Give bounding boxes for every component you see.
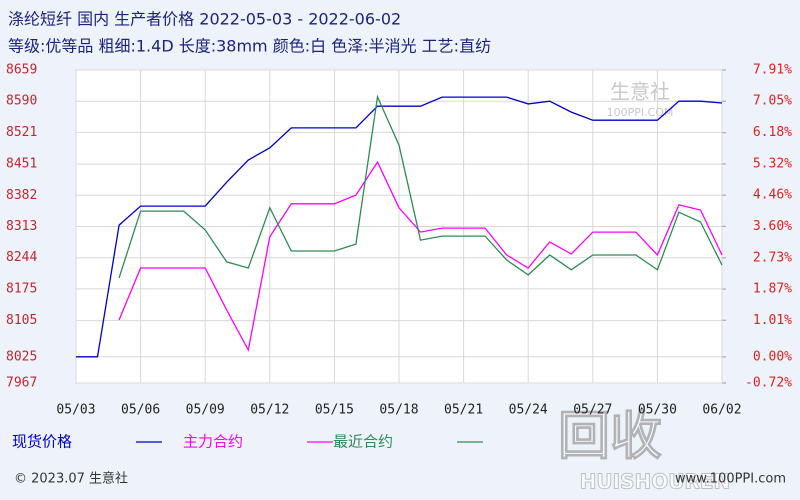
y2-tick-label: 1.01% xyxy=(753,313,792,328)
chart-subtitle: 等级:优等品 粗细:1.4D 长度:38mm 颜色:白 色泽:半消光 工艺:直纺 xyxy=(8,37,491,56)
y2-tick-label: 4.46% xyxy=(753,188,792,203)
watermark: 回收 xyxy=(558,407,662,467)
footer-copyright: © 2023.07 生意社 xyxy=(14,471,128,487)
x-tick-label: 05/12 xyxy=(250,403,289,418)
y-tick-label: 8244 xyxy=(6,250,37,265)
y-tick-label: 8175 xyxy=(6,281,37,296)
x-tick-label: 05/09 xyxy=(186,403,225,418)
chart-title: 涤纶短纤 国内 生产者价格 2022-05-03 - 2022-06-02 xyxy=(8,10,401,29)
series-line xyxy=(118,160,723,352)
y2-tick-label: 1.87% xyxy=(753,282,792,297)
y-tick-label: 8105 xyxy=(6,313,37,328)
y-tick-label: 8659 xyxy=(6,63,37,78)
y2-tick-label: -0.72% xyxy=(745,376,792,391)
watermark: 生意社 xyxy=(610,80,670,104)
y2-tick-label: 3.60% xyxy=(753,219,792,234)
y-tick-label: 8313 xyxy=(6,219,37,234)
y-tick-label: 8521 xyxy=(6,125,37,140)
x-tick-label: 05/03 xyxy=(56,403,95,418)
x-tick-label: 05/27 xyxy=(573,403,612,418)
x-tick-label: 05/06 xyxy=(121,403,160,418)
y-tick-label: 7967 xyxy=(6,376,37,391)
y-tick-label: 8590 xyxy=(6,94,37,109)
y-tick-label: 8025 xyxy=(6,349,37,364)
x-tick-label: 06/02 xyxy=(702,403,741,418)
x-tick-label: 05/21 xyxy=(444,403,483,418)
y2-tick-label: 0.00% xyxy=(753,349,792,364)
y2-tick-label: 6.18% xyxy=(753,125,792,140)
legend-label: 最近合约 xyxy=(333,433,393,451)
x-tick-label: 05/24 xyxy=(509,403,548,418)
x-tick-label: 05/18 xyxy=(379,403,418,418)
y2-tick-label: 7.91% xyxy=(753,63,792,78)
y-tick-label: 8451 xyxy=(6,157,37,172)
series-line xyxy=(118,94,723,278)
y2-tick-label: 7.05% xyxy=(753,94,792,109)
watermark: 100PPI.COM xyxy=(607,106,674,119)
y2-tick-label: 5.32% xyxy=(753,156,792,171)
y-tick-label: 8382 xyxy=(6,188,37,203)
legend-label: 主力合约 xyxy=(183,433,243,451)
x-tick-label: 05/15 xyxy=(315,403,354,418)
series-line xyxy=(76,96,723,358)
x-tick-label: 05/30 xyxy=(638,403,677,418)
footer-site: www.100PPI.com xyxy=(675,472,786,487)
watermark: HUISHOUREN xyxy=(580,470,731,494)
y2-tick-label: 2.73% xyxy=(753,250,792,265)
legend-label: 现货价格 xyxy=(12,433,72,451)
